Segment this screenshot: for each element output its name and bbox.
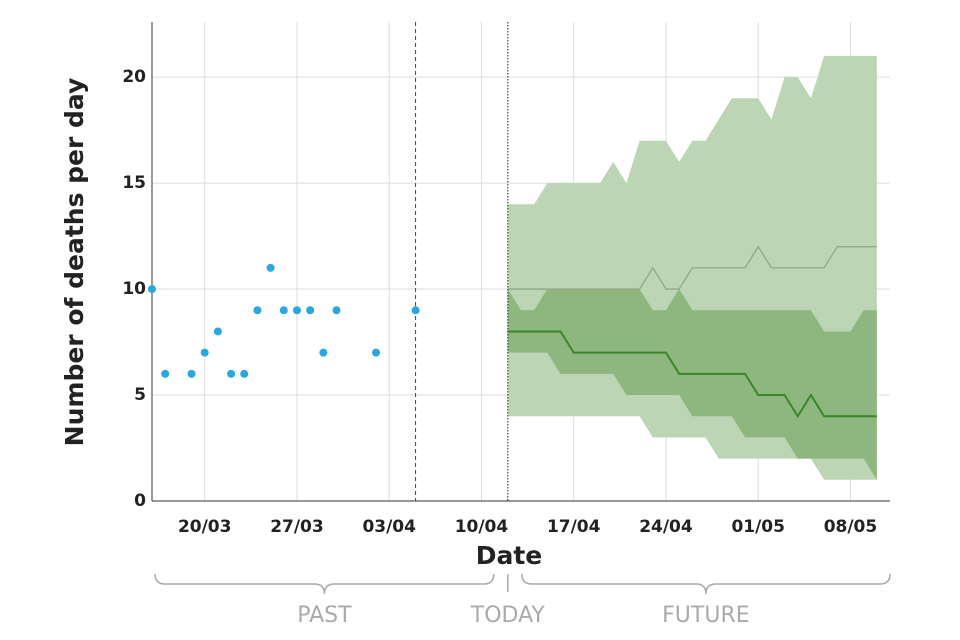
point xyxy=(306,306,315,315)
point xyxy=(200,348,209,357)
y-tick-label: 20 xyxy=(122,67,146,87)
point xyxy=(292,306,301,315)
point xyxy=(266,263,275,272)
point xyxy=(227,369,236,378)
annotation: PAST xyxy=(297,603,352,628)
point xyxy=(187,369,196,378)
point xyxy=(148,285,156,294)
x-axis-label: Date xyxy=(476,541,543,570)
past-brace xyxy=(154,573,495,595)
point xyxy=(332,306,341,315)
inner-band xyxy=(507,289,877,480)
x-tick-label: 10/04 xyxy=(455,517,509,537)
x-tick-label: 24/04 xyxy=(639,517,693,537)
point xyxy=(253,306,262,315)
x-tick-label: 01/05 xyxy=(731,517,785,537)
x-tick-label: 03/04 xyxy=(362,517,416,537)
point xyxy=(372,348,381,357)
annotation: FUTURE xyxy=(662,603,749,628)
future-brace xyxy=(521,573,891,595)
y-axis-label: Number of deaths per day xyxy=(60,78,89,447)
y-tick-label: 0 xyxy=(134,491,146,511)
y-tick-label: 5 xyxy=(134,385,146,405)
y-tick-label: 15 xyxy=(122,173,146,193)
x-tick-label: 08/05 xyxy=(824,517,878,537)
point xyxy=(161,369,170,378)
y-tick-label: 10 xyxy=(122,279,146,299)
x-tick-label: 27/03 xyxy=(270,517,324,537)
x-tick-label: 17/04 xyxy=(547,517,601,537)
upper-line xyxy=(507,245,877,290)
x-tick-label: 20/03 xyxy=(178,517,232,537)
annotation: TODAY xyxy=(470,603,546,628)
point xyxy=(319,348,328,357)
point xyxy=(411,306,420,315)
point xyxy=(279,306,288,315)
point xyxy=(213,327,222,336)
point xyxy=(240,369,249,378)
median-line xyxy=(507,330,877,419)
